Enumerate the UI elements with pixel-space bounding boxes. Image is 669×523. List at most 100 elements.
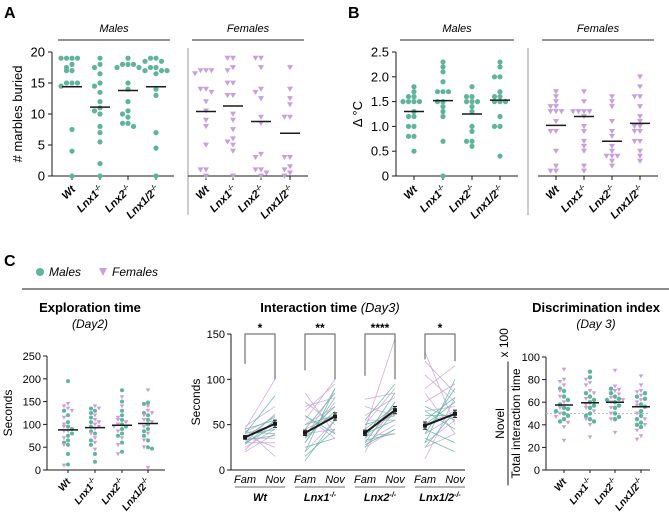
data-point-male bbox=[150, 446, 154, 451]
y-tick-label: 100 bbox=[522, 352, 540, 364]
data-point-male bbox=[120, 388, 124, 393]
data-point-female bbox=[61, 404, 67, 409]
mean-trend-line bbox=[424, 412, 456, 427]
data-point-male bbox=[146, 400, 150, 405]
data-point-male bbox=[616, 403, 622, 408]
data-point-female bbox=[637, 138, 643, 144]
y-tick-label: 10 bbox=[31, 107, 45, 122]
data-point-female bbox=[547, 109, 554, 115]
data-point-female bbox=[553, 99, 559, 105]
genotype-name: Lnx2 bbox=[593, 482, 617, 507]
data-point-male bbox=[146, 438, 150, 443]
data-point-female bbox=[141, 445, 147, 450]
data-point-female bbox=[638, 398, 644, 403]
mean-marker bbox=[423, 423, 427, 428]
y-tick-label: 60 bbox=[528, 397, 540, 409]
y-axis-title-numerator: Novel bbox=[493, 408, 507, 439]
data-point-female bbox=[609, 153, 615, 159]
genotype-superscript: -/- bbox=[390, 492, 397, 499]
genotype-superscript: -/- bbox=[436, 183, 446, 193]
panel-c-exploration-chart: Exploration time (Day2) 0 50 100 150 200 250 Sec… bbox=[1, 300, 165, 513]
mean-marker bbox=[243, 435, 247, 440]
genotype-superscript: -/- bbox=[465, 183, 475, 193]
genotype-label: Lnx1-/- bbox=[208, 183, 240, 215]
data-point-male bbox=[66, 438, 70, 443]
significance-bracket bbox=[424, 333, 456, 362]
data-point-male bbox=[491, 74, 498, 80]
genotype-name: Wt bbox=[57, 476, 74, 493]
condition-label-nov: Nov bbox=[265, 474, 286, 486]
data-point-female bbox=[230, 142, 236, 148]
condition-label-nov: Nov bbox=[385, 474, 406, 486]
y-axis-title-group: Novel Total interaction time x 100 bbox=[493, 328, 523, 486]
data-point-male bbox=[565, 397, 571, 403]
data-point-female bbox=[631, 124, 638, 130]
female-pair-line bbox=[424, 383, 456, 403]
data-point-female bbox=[634, 400, 640, 405]
data-point-female bbox=[547, 168, 554, 174]
male-pair-line bbox=[364, 433, 396, 441]
data-point-female bbox=[208, 68, 215, 74]
data-point-female bbox=[230, 80, 236, 86]
data-point-female bbox=[203, 117, 209, 123]
legend-male-marker-icon bbox=[36, 268, 44, 276]
data-point-male bbox=[63, 68, 70, 74]
data-point-female bbox=[263, 170, 270, 176]
data-point-male bbox=[89, 420, 93, 425]
data-point-male bbox=[411, 89, 417, 95]
female-pair-line bbox=[304, 415, 336, 430]
data-point-female bbox=[287, 86, 293, 92]
data-point-male bbox=[561, 411, 567, 416]
genotype-name: Wt bbox=[553, 476, 570, 493]
data-point-male bbox=[147, 55, 154, 61]
data-point-male bbox=[616, 414, 622, 420]
data-point-male bbox=[91, 108, 98, 114]
data-point-male bbox=[66, 424, 70, 429]
data-point-female bbox=[92, 440, 98, 445]
data-point-male bbox=[469, 143, 475, 149]
data-point-female bbox=[634, 428, 640, 433]
genotype-superscript: -/- bbox=[633, 476, 643, 486]
data-point-male bbox=[69, 126, 75, 133]
data-point-male bbox=[120, 417, 124, 422]
data-point-male bbox=[491, 94, 498, 100]
data-point-female bbox=[145, 431, 151, 436]
data-point-male bbox=[561, 405, 567, 411]
data-point-female bbox=[149, 411, 155, 416]
female-pair-line bbox=[424, 433, 456, 448]
data-point-female bbox=[637, 84, 643, 90]
legend-males-label: Males bbox=[49, 265, 81, 279]
data-point-male bbox=[142, 401, 146, 406]
data-point-female bbox=[141, 418, 147, 422]
male-pair-line bbox=[364, 392, 396, 439]
data-point-male bbox=[130, 123, 137, 129]
data-point-female bbox=[230, 148, 236, 154]
data-point-female bbox=[252, 55, 259, 61]
data-point-male bbox=[440, 103, 446, 110]
data-point-female bbox=[642, 417, 648, 422]
data-point-female bbox=[603, 153, 610, 159]
data-point-male bbox=[557, 419, 563, 424]
data-point-male bbox=[97, 130, 103, 136]
data-point-male bbox=[153, 55, 159, 61]
data-point-female bbox=[553, 119, 559, 125]
data-point-male bbox=[153, 173, 159, 179]
data-point-male bbox=[608, 390, 614, 396]
data-point-female bbox=[61, 436, 67, 441]
data-point-male bbox=[642, 390, 648, 396]
data-point-female bbox=[115, 443, 121, 447]
data-point-female bbox=[561, 367, 567, 372]
data-point-male bbox=[97, 55, 103, 61]
data-point-female bbox=[115, 429, 121, 434]
data-point-male bbox=[405, 94, 412, 100]
male-pair-line bbox=[424, 437, 456, 453]
y-axis-title: Δ °C bbox=[350, 101, 365, 127]
data-point-female bbox=[631, 138, 638, 144]
y-tick-label: 50 bbox=[213, 420, 225, 432]
data-point-male bbox=[142, 433, 146, 438]
female-pair-line bbox=[424, 365, 456, 389]
data-point-male bbox=[89, 442, 93, 447]
data-point-female bbox=[208, 89, 215, 95]
data-point-male bbox=[469, 138, 475, 144]
y-tick-label: 0.5 bbox=[371, 144, 389, 159]
